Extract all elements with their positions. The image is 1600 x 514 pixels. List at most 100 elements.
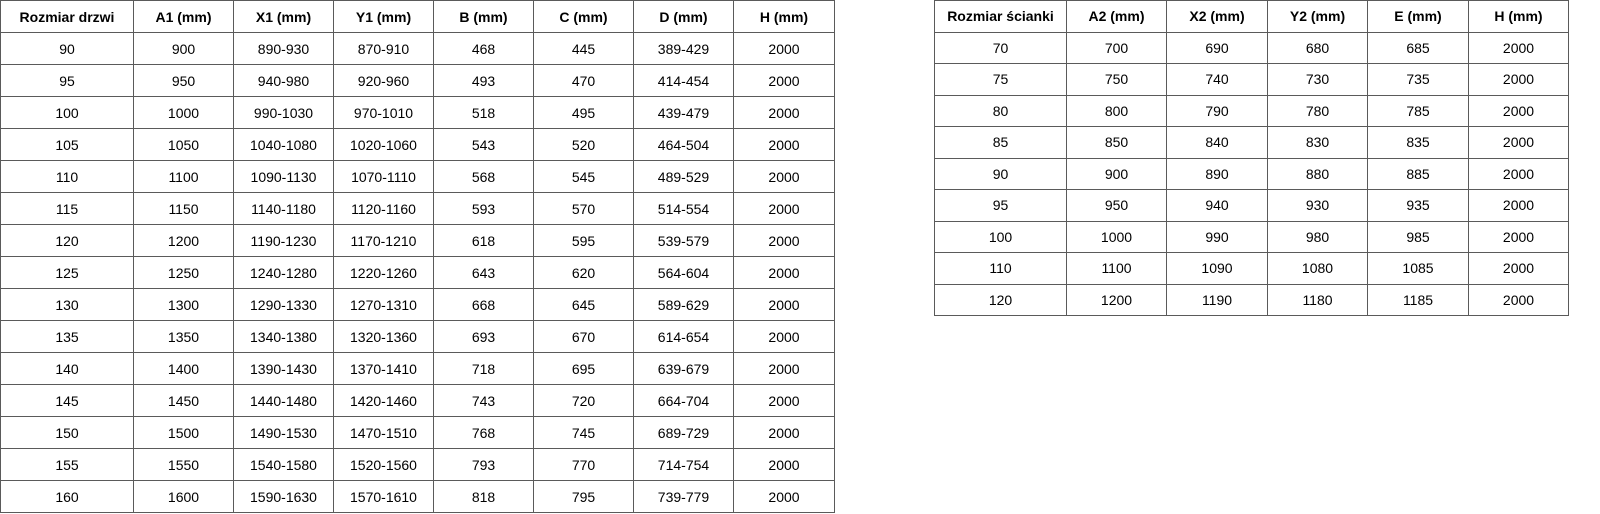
table-cell: 985: [1367, 220, 1469, 253]
table-cell: 539-579: [633, 224, 734, 257]
column-header: Rozmiar ścianki: [934, 0, 1067, 33]
table-cell: 1490-1530: [233, 416, 334, 449]
table-cell: 900: [133, 32, 234, 65]
table-row: 155 1550 1540-1580 1520-1560 793 770 714-754 20…: [0, 448, 835, 481]
table-cell: 514-554: [633, 192, 734, 225]
table-row: 115 1150 1140-1180 1120-1160 593 570 514-554 20…: [0, 192, 835, 225]
table-cell: 110: [0, 160, 134, 193]
table-row: 90 900 890-930 870-910 468 445 389-429 2000: [0, 32, 835, 65]
table-cell: 1200: [133, 224, 234, 257]
table-cell: 2000: [1468, 283, 1569, 316]
table-cell: 2000: [1468, 126, 1569, 159]
table-cell: 800: [1066, 94, 1167, 127]
table-cell: 1370-1410: [333, 352, 434, 385]
table-cell: 685: [1367, 31, 1469, 64]
table-cell: 2000: [733, 288, 835, 321]
table-cell: 618: [433, 224, 534, 257]
table-cell: 940-980: [233, 64, 334, 97]
table-cell: 990: [1166, 220, 1268, 253]
table-cell: 835: [1367, 126, 1469, 159]
table-cell: 120: [0, 224, 134, 257]
table-cell: 700: [1066, 31, 1167, 64]
table-cell: 564-604: [633, 256, 734, 289]
table-cell: 2000: [1468, 220, 1569, 253]
door-dimensions-table: Rozmiar drzwi A1 (mm) X1 (mm) Y1 (mm) B (mm)…: [0, 0, 835, 513]
table-cell: 890-930: [233, 32, 334, 65]
table-cell: 1000: [133, 96, 234, 129]
table-cell: 105: [0, 128, 134, 161]
table-cell: 735: [1367, 63, 1469, 96]
table-cell: 489-529: [633, 160, 734, 193]
table-cell: 643: [433, 256, 534, 289]
table-cell: 2000: [733, 32, 835, 65]
table-cell: 2000: [1468, 157, 1569, 190]
table-row: 160 1600 1590-1630 1570-1610 818 795 739-779 20…: [0, 480, 835, 513]
table-cell: 1000: [1066, 220, 1167, 253]
table-cell: 543: [433, 128, 534, 161]
table-row: 70 700 690 680 685 2000: [934, 31, 1569, 64]
table-cell: 689-729: [633, 416, 734, 449]
table-cell: 770: [533, 448, 634, 481]
table-cell: 780: [1267, 94, 1368, 127]
table-row: 140 1400 1390-1430 1370-1410 718 695 639-679 20…: [0, 352, 835, 385]
table-cell: 790: [1166, 94, 1268, 127]
column-header: E (mm): [1367, 0, 1469, 33]
table-cell: 495: [533, 96, 634, 129]
table-cell: 439-479: [633, 96, 734, 129]
table-cell: 135: [0, 320, 134, 353]
table-cell: 1200: [1066, 283, 1167, 316]
table-cell: 920-960: [333, 64, 434, 97]
table-cell: 740: [1166, 63, 1268, 96]
table-row: 120 1200 1190 1180 1185 2000: [934, 283, 1569, 316]
table-cell: 1190-1230: [233, 224, 334, 257]
table-cell: 140: [0, 352, 134, 385]
table-cell: 1350: [133, 320, 234, 353]
table-cell: 1180: [1267, 283, 1368, 316]
table-cell: 720: [533, 384, 634, 417]
table-cell: 1100: [133, 160, 234, 193]
table-cell: 930: [1267, 189, 1368, 222]
table-cell: 980: [1267, 220, 1368, 253]
column-header: A2 (mm): [1066, 0, 1167, 33]
table-cell: 785: [1367, 94, 1469, 127]
table-cell: 880: [1267, 157, 1368, 190]
table-cell: 2000: [733, 480, 835, 513]
table-cell: 125: [0, 256, 134, 289]
table-cell: 690: [1166, 31, 1268, 64]
table-cell: 1170-1210: [333, 224, 434, 257]
table-cell: 120: [934, 283, 1067, 316]
table-row: 130 1300 1290-1330 1270-1310 668 645 589-629 20…: [0, 288, 835, 321]
column-header: X1 (mm): [233, 0, 334, 33]
table-cell: 818: [433, 480, 534, 513]
table-cell: 130: [0, 288, 134, 321]
table-cell: 2000: [733, 384, 835, 417]
table-cell: 80: [934, 94, 1067, 127]
table-cell: 1270-1310: [333, 288, 434, 321]
table-cell: 1590-1630: [233, 480, 334, 513]
table-cell: 670: [533, 320, 634, 353]
table-cell: 1190: [1166, 283, 1268, 316]
table-cell: 2000: [733, 64, 835, 97]
table-cell: 990-1030: [233, 96, 334, 129]
table-cell: 1550: [133, 448, 234, 481]
table-row: 125 1250 1240-1280 1220-1260 643 620 564-604 20…: [0, 256, 835, 289]
table-cell: 520: [533, 128, 634, 161]
table-cell: 680: [1267, 31, 1368, 64]
column-header: B (mm): [433, 0, 534, 33]
table-cell: 639-679: [633, 352, 734, 385]
table-cell: 1070-1110: [333, 160, 434, 193]
table-row: 110 1100 1090 1080 1085 2000: [934, 252, 1569, 285]
table-cell: 468: [433, 32, 534, 65]
table-cell: 1440-1480: [233, 384, 334, 417]
table-cell: 1540-1580: [233, 448, 334, 481]
table-row: 150 1500 1490-1530 1470-1510 768 745 689-729 20…: [0, 416, 835, 449]
column-header: D (mm): [633, 0, 734, 33]
table-row: 110 1100 1090-1130 1070-1110 568 545 489-529 20…: [0, 160, 835, 193]
table-cell: 1220-1260: [333, 256, 434, 289]
table-cell: 795: [533, 480, 634, 513]
table-cell: 2000: [733, 128, 835, 161]
table-cell: 1500: [133, 416, 234, 449]
table-cell: 160: [0, 480, 134, 513]
table-cell: 1290-1330: [233, 288, 334, 321]
table-cell: 693: [433, 320, 534, 353]
